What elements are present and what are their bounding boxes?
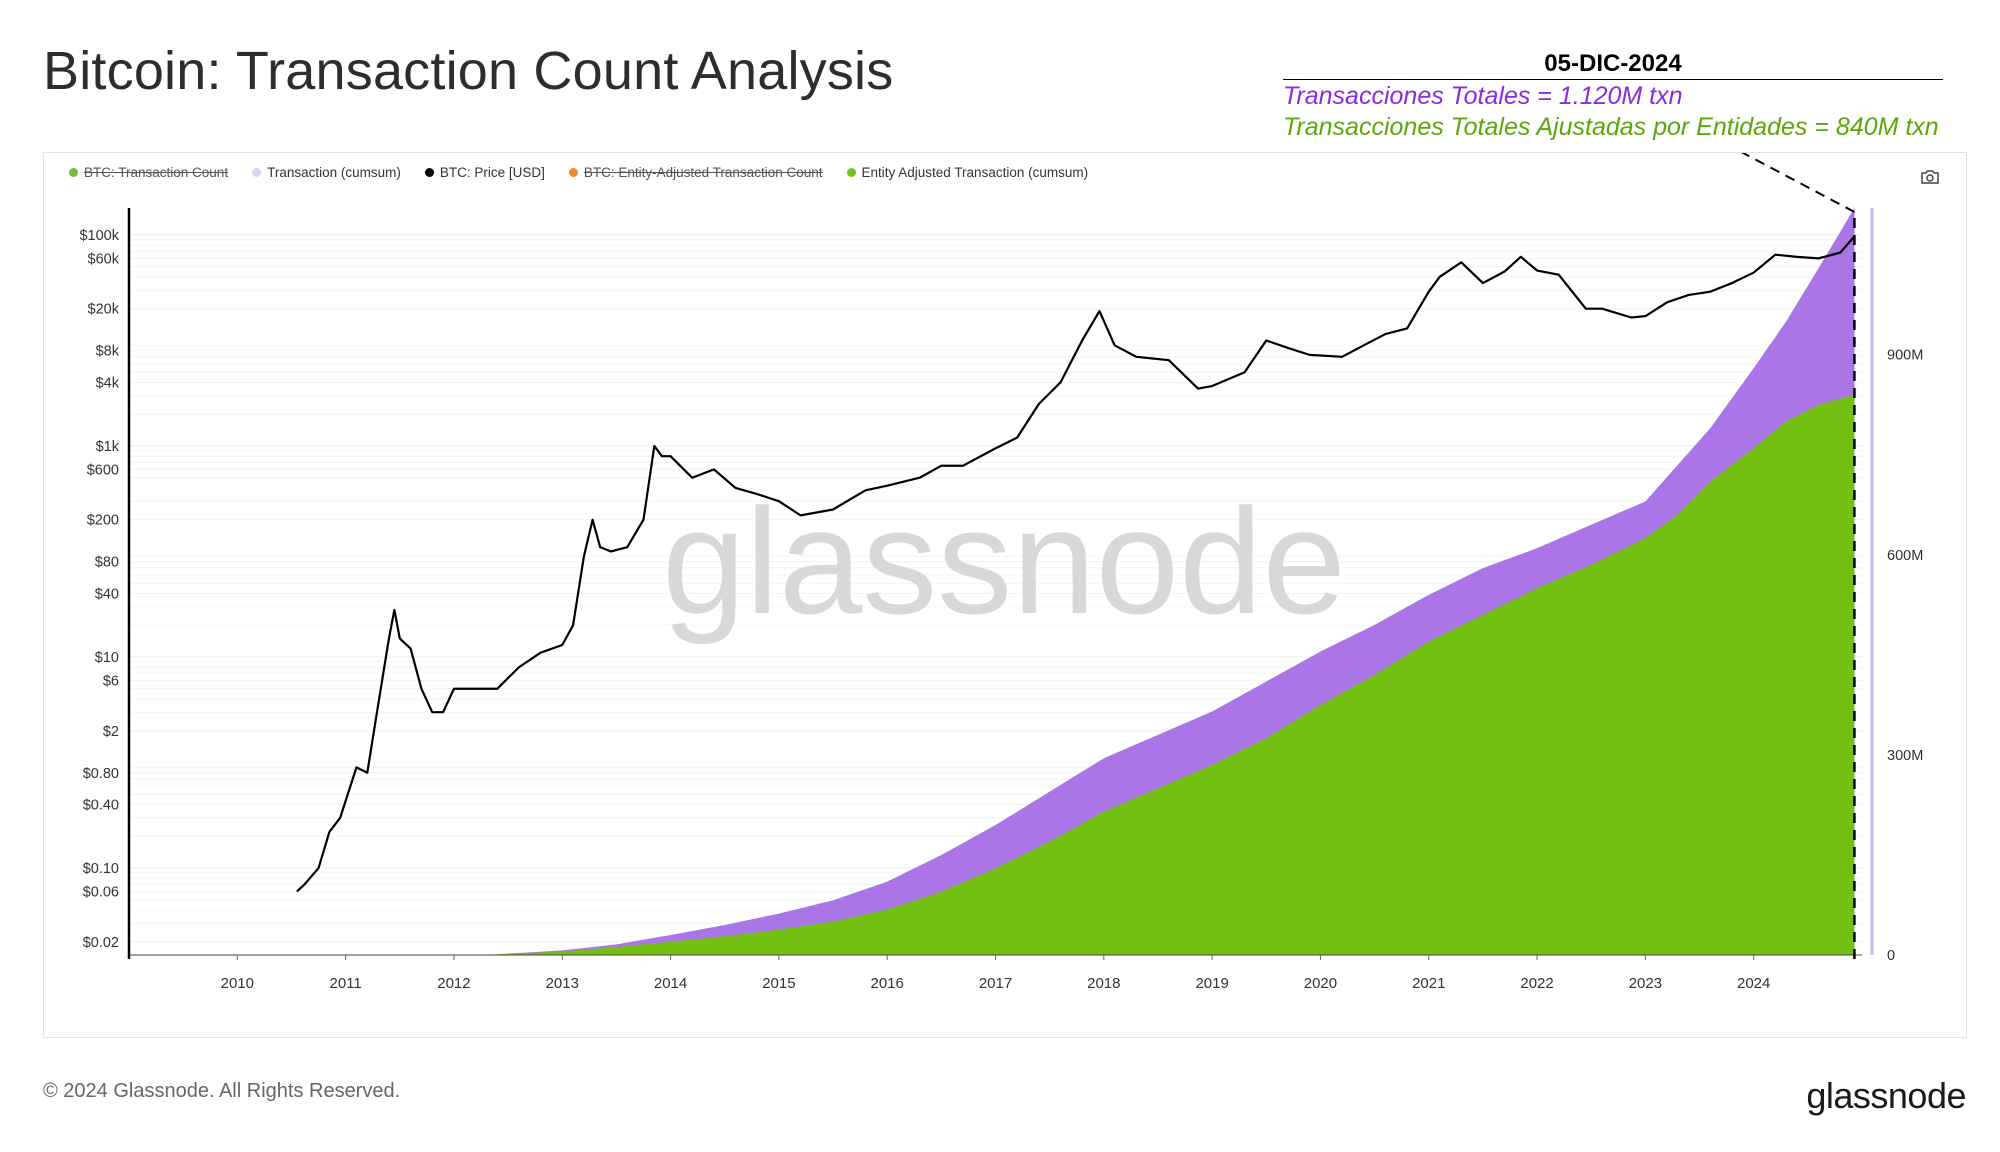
y-tick-label: $4k: [96, 375, 120, 391]
x-tick-label: 2023: [1629, 975, 1662, 992]
y-tick-label: $10: [95, 650, 119, 666]
legend-label: BTC: Transaction Count: [84, 165, 229, 180]
right-tick-label: 600M: [1887, 548, 1923, 564]
chart-svg: $100k $60k $20k $8k $4k $1k $600 $200 $80 $40 $10 $…: [79, 153, 1923, 992]
x-tick-label: 2024: [1737, 975, 1770, 992]
y-tick-label: $60k: [88, 251, 120, 267]
y-tick-label: $600: [87, 462, 119, 478]
annotation-leader-line: [1741, 153, 1855, 213]
legend-item-price[interactable]: BTC: Price [USD]: [424, 165, 545, 180]
y-tick-label: $0.40: [83, 798, 119, 814]
y-tick-label: $6: [103, 673, 119, 689]
y-tick-label: $0.02: [83, 935, 119, 951]
date-annotation: 05-DIC-2024 Transacciones Totales = 1.12…: [1283, 50, 1943, 142]
x-tick-label: 2022: [1520, 975, 1553, 992]
y-tick-label: $40: [95, 586, 119, 602]
legend-item-entity-adjusted-cumsum[interactable]: Entity Adjusted Transaction (cumsum): [846, 165, 1089, 180]
y-tick-label: $0.10: [83, 861, 119, 877]
x-tick-label: 2012: [437, 975, 470, 992]
series-price-line: [296, 235, 1856, 893]
y-tick-label: $100k: [79, 228, 119, 244]
brand-logo: glassnode: [1806, 1075, 1966, 1116]
legend-item-entity-adjusted-count[interactable]: BTC: Entity-Adjusted Transaction Count: [568, 165, 823, 180]
copyright: © 2024 Glassnode. All Rights Reserved.: [43, 1080, 401, 1102]
legend-dot: [568, 168, 578, 177]
chart-panel: BTC: Transaction Count Transaction (cums…: [43, 152, 1967, 1038]
x-tick-label: 2019: [1195, 975, 1228, 992]
right-tick-label: 900M: [1887, 348, 1923, 364]
legend-item-transaction-count[interactable]: BTC: Transaction Count: [69, 165, 228, 180]
page-title: Bitcoin: Transaction Count Analysis: [43, 41, 894, 101]
legend-dot: [252, 168, 262, 177]
legend-dot: [69, 168, 78, 177]
right-tick-label: 300M: [1887, 748, 1923, 764]
y-tick-label: $80: [95, 555, 119, 571]
annotation-adjusted: Transacciones Totales Ajustadas por Enti…: [1283, 113, 1939, 141]
x-tick-label: 2011: [329, 975, 361, 992]
legend-label: BTC: Entity-Adjusted Transaction Count: [583, 165, 823, 180]
right-tick-label: 0: [1887, 948, 1895, 964]
legend-label: Entity Adjusted Transaction (cumsum): [861, 165, 1089, 180]
y-tick-label: $2: [103, 724, 119, 740]
watermark: glassnode: [662, 477, 1346, 645]
x-tick-label: 2016: [871, 975, 904, 992]
annotation-date: 05-DIC-2024: [1283, 50, 1943, 80]
series-entity-adjusted-cumsum-area: [129, 394, 1855, 955]
x-tick-label: 2021: [1412, 975, 1445, 992]
x-tick-label: 2017: [979, 975, 1012, 992]
x-tick-label: 2020: [1304, 975, 1337, 992]
y-tick-label: $0.06: [83, 884, 119, 900]
x-tick-label: 2010: [221, 975, 254, 992]
annotation-total: Transacciones Totales = 1.120M txn: [1283, 82, 1683, 110]
y-tick-label: $200: [87, 513, 119, 529]
x-tick-label: 2013: [546, 975, 579, 992]
legend-dot: [846, 168, 856, 177]
y-tick-label: $8k: [96, 344, 120, 360]
legend-label: BTC: Price [USD]: [439, 165, 545, 180]
legend: BTC: Transaction Count Transaction (cums…: [69, 165, 1088, 180]
y-tick-label: $20k: [88, 302, 120, 318]
legend-dot: [424, 168, 434, 177]
x-tick-label: 2014: [654, 975, 687, 992]
x-tick-label: 2018: [1087, 975, 1120, 992]
legend-label: Transaction (cumsum): [267, 165, 401, 180]
legend-item-transaction-cumsum[interactable]: Transaction (cumsum): [252, 165, 401, 180]
y-tick-label: $1k: [96, 439, 120, 455]
y-tick-label: $0.80: [83, 766, 119, 782]
x-tick-label: 2015: [762, 975, 795, 992]
camera-icon[interactable]: [1920, 169, 1940, 185]
